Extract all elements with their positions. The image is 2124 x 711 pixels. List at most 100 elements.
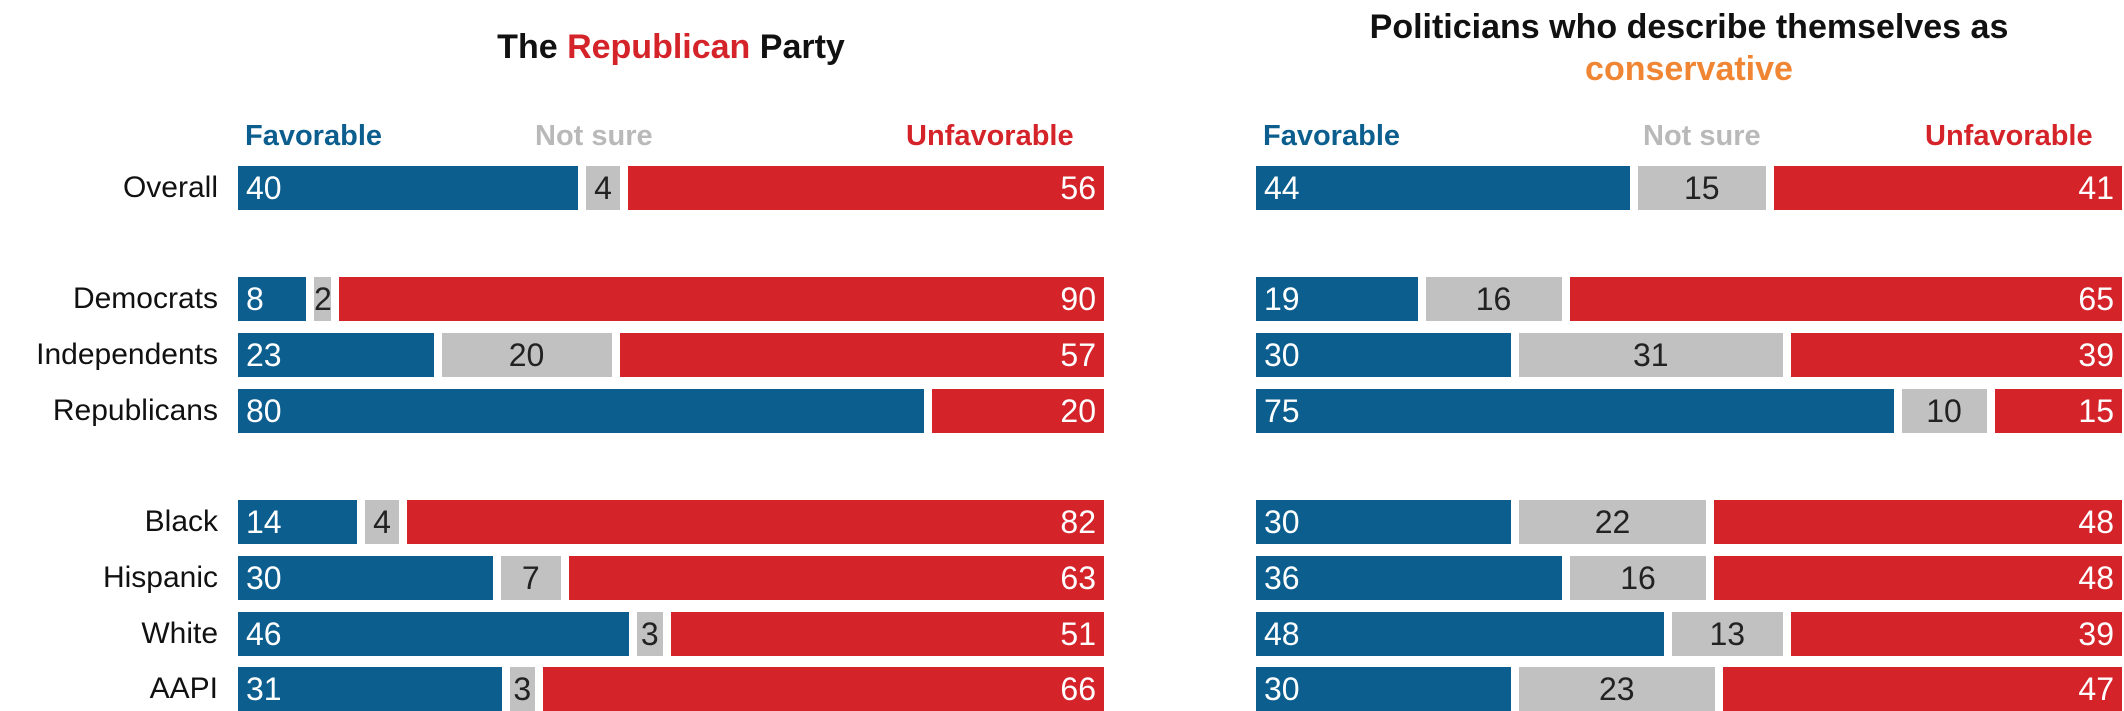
left-value-republicans-unfavorable: 20 bbox=[1060, 393, 1096, 429]
left-value-hispanic-unfavorable: 63 bbox=[1060, 560, 1096, 596]
right-bar-hispanic-favorable: 36 bbox=[1256, 556, 1562, 600]
right-legend-not-sure: Not sure bbox=[1643, 120, 1761, 152]
left-bar-overall-favorable: 40 bbox=[238, 166, 578, 210]
right-bar-democrats-unfavorable: 65 bbox=[1569, 277, 2122, 321]
left-bar-hispanic-not-sure: 7 bbox=[501, 556, 561, 600]
left-value-black-not-sure: 4 bbox=[373, 504, 391, 540]
left-bar-hispanic-unfavorable: 63 bbox=[568, 556, 1104, 600]
right-value-independents-favorable: 30 bbox=[1264, 337, 1300, 373]
right-legend-favorable: Favorable bbox=[1263, 120, 1400, 152]
right-legend-unfavorable: Unfavorable bbox=[1925, 120, 2093, 152]
right-value-independents-unfavorable: 39 bbox=[2078, 337, 2114, 373]
right-bar-black-unfavorable: 48 bbox=[1714, 500, 2122, 544]
right-value-overall-favorable: 44 bbox=[1264, 170, 1300, 206]
right-value-democrats-unfavorable: 65 bbox=[2078, 281, 2114, 317]
right-bar-democrats-not-sure: 16 bbox=[1425, 277, 1562, 321]
row-label-white: White bbox=[141, 617, 218, 650]
left-title-part-3: Party bbox=[750, 28, 845, 66]
left-value-democrats-unfavorable: 90 bbox=[1060, 281, 1096, 317]
right-value-aapi-unfavorable: 47 bbox=[2078, 671, 2114, 707]
right-bar-hispanic-unfavorable: 48 bbox=[1714, 556, 2122, 600]
left-value-independents-not-sure: 20 bbox=[508, 337, 545, 373]
right-value-black-unfavorable: 48 bbox=[2078, 504, 2114, 540]
left-panel-title: The Republican Party bbox=[238, 26, 1104, 68]
left-title-part-2: Republican bbox=[567, 28, 751, 66]
right-value-white-unfavorable: 39 bbox=[2078, 616, 2114, 652]
right-bar-white-unfavorable: 39 bbox=[1790, 612, 2122, 656]
left-bar-aapi-favorable: 31 bbox=[238, 667, 502, 711]
left-value-independents-unfavorable: 57 bbox=[1060, 337, 1096, 373]
left-value-aapi-favorable: 31 bbox=[246, 671, 282, 707]
right-value-white-not-sure: 13 bbox=[1709, 616, 1746, 652]
left-legend-unfavorable: Unfavorable bbox=[906, 120, 1074, 152]
row-label-republicans: Republicans bbox=[52, 394, 218, 427]
right-bar-black-not-sure: 22 bbox=[1519, 500, 1706, 544]
left-value-black-unfavorable: 82 bbox=[1060, 504, 1096, 540]
row-label-hispanic: Hispanic bbox=[102, 561, 218, 594]
right-bar-overall-favorable: 44 bbox=[1256, 166, 1630, 210]
right-value-republicans-not-sure: 10 bbox=[1926, 393, 1962, 429]
left-value-white-not-sure: 3 bbox=[640, 616, 659, 652]
left-bar-black-unfavorable: 82 bbox=[407, 500, 1104, 544]
right-value-hispanic-favorable: 36 bbox=[1264, 560, 1300, 596]
right-value-aapi-not-sure: 23 bbox=[1598, 671, 1635, 707]
right-value-hispanic-not-sure: 16 bbox=[1620, 560, 1656, 596]
row-label-aapi: AAPI bbox=[149, 672, 218, 705]
right-value-democrats-not-sure: 16 bbox=[1475, 281, 1512, 317]
left-bar-black-not-sure: 4 bbox=[365, 500, 399, 544]
left-bar-republicans-favorable: 80 bbox=[238, 389, 925, 433]
row-label-black: Black bbox=[144, 505, 218, 538]
right-bar-independents-not-sure: 31 bbox=[1519, 333, 1783, 377]
right-bar-democrats-favorable: 19 bbox=[1256, 277, 1418, 321]
left-bar-democrats-favorable: 8 bbox=[238, 277, 306, 321]
row-label-overall: Overall bbox=[122, 171, 218, 204]
right-bar-hispanic-not-sure: 16 bbox=[1570, 556, 1706, 600]
left-value-hispanic-favorable: 30 bbox=[246, 560, 282, 596]
left-bar-white-not-sure: 3 bbox=[637, 612, 663, 656]
left-legend-favorable: Favorable bbox=[245, 120, 382, 152]
left-value-overall-favorable: 40 bbox=[246, 170, 282, 206]
left-title-part-1: The bbox=[497, 28, 568, 66]
right-value-black-favorable: 30 bbox=[1264, 504, 1300, 540]
left-value-republicans-favorable: 80 bbox=[246, 393, 282, 429]
right-bar-independents-favorable: 30 bbox=[1256, 333, 1511, 377]
right-bar-aapi-favorable: 30 bbox=[1256, 667, 1511, 711]
left-bar-overall-not-sure: 4 bbox=[586, 166, 620, 210]
right-bar-republicans-unfavorable: 15 bbox=[1994, 389, 2122, 433]
right-value-republicans-unfavorable: 15 bbox=[2078, 393, 2114, 429]
right-bar-republicans-favorable: 75 bbox=[1256, 389, 1894, 433]
right-bar-white-not-sure: 13 bbox=[1672, 612, 1783, 656]
left-value-independents-favorable: 23 bbox=[246, 337, 282, 373]
right-bar-black-favorable: 30 bbox=[1256, 500, 1511, 544]
left-legend-not-sure: Not sure bbox=[535, 120, 653, 152]
right-bar-overall-not-sure: 15 bbox=[1638, 166, 1766, 210]
row-labels: Overall Democrats Independents Republicans B… bbox=[0, 0, 218, 708]
right-value-independents-not-sure: 31 bbox=[1632, 337, 1669, 373]
right-value-overall-not-sure: 15 bbox=[1683, 170, 1720, 206]
left-bar-independents-unfavorable: 57 bbox=[619, 333, 1104, 377]
left-value-white-favorable: 46 bbox=[246, 616, 282, 652]
row-label-independents: Independents bbox=[36, 338, 218, 371]
left-bar-hispanic-favorable: 30 bbox=[238, 556, 493, 600]
left-bar-black-favorable: 14 bbox=[238, 500, 357, 544]
left-value-aapi-unfavorable: 66 bbox=[1060, 671, 1096, 707]
right-title-line-1: Politicians who describe themselves as bbox=[1369, 8, 2009, 46]
right-title-line-2: conservative bbox=[1585, 50, 1793, 88]
left-value-hispanic-not-sure: 7 bbox=[521, 560, 540, 596]
right-value-overall-unfavorable: 41 bbox=[2078, 170, 2114, 206]
left-value-democrats-favorable: 8 bbox=[246, 281, 264, 317]
left-bar-aapi-unfavorable: 66 bbox=[543, 667, 1104, 711]
right-value-aapi-favorable: 30 bbox=[1264, 671, 1300, 707]
right-bar-independents-unfavorable: 39 bbox=[1790, 333, 2122, 377]
left-bar-independents-favorable: 23 bbox=[238, 333, 434, 377]
right-value-republicans-favorable: 75 bbox=[1264, 393, 1300, 429]
left-value-democrats-not-sure: 2 bbox=[314, 281, 332, 317]
left-bar-democrats-not-sure: 2 bbox=[314, 277, 332, 321]
left-value-black-favorable: 14 bbox=[246, 504, 282, 540]
left-bar-overall-unfavorable: 56 bbox=[628, 166, 1104, 210]
right-value-democrats-favorable: 19 bbox=[1264, 281, 1300, 317]
right-panel-title: Politicians who describe themselves as c… bbox=[1256, 6, 2122, 90]
left-value-white-unfavorable: 51 bbox=[1060, 616, 1096, 652]
right-value-black-not-sure: 22 bbox=[1594, 504, 1631, 540]
left-bar-aapi-not-sure: 3 bbox=[509, 667, 535, 711]
